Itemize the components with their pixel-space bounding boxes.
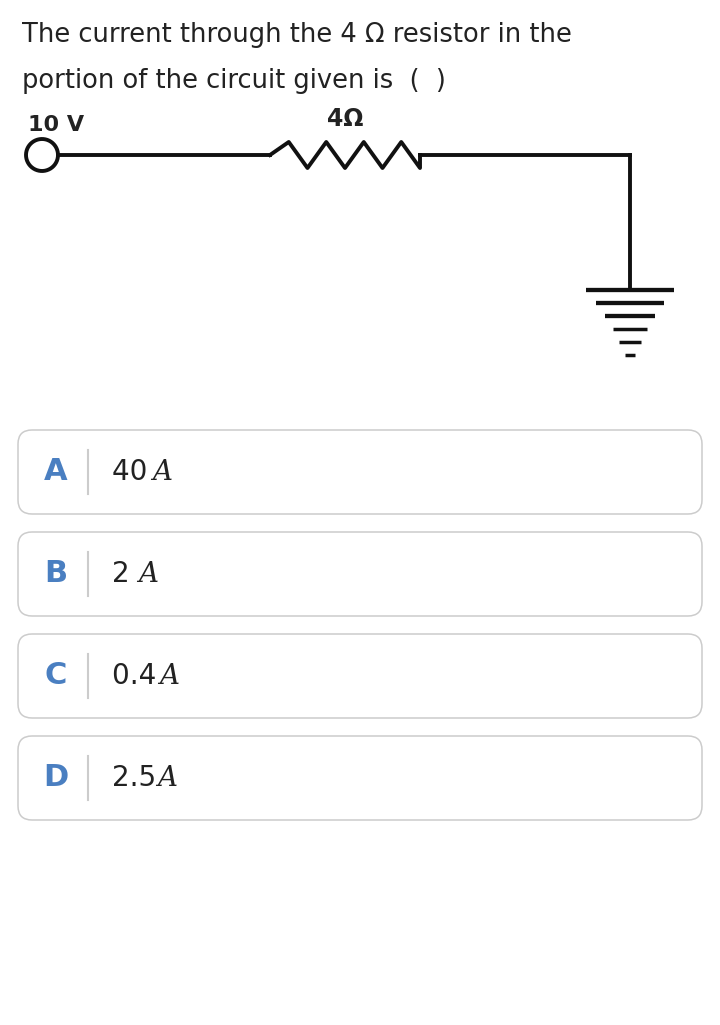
Text: A: A: [44, 457, 68, 487]
Text: 4Ω: 4Ω: [327, 107, 363, 131]
Text: 2.5: 2.5: [112, 764, 161, 792]
Text: A: A: [159, 662, 179, 690]
FancyBboxPatch shape: [18, 634, 702, 718]
Text: A: A: [152, 458, 172, 486]
FancyBboxPatch shape: [18, 532, 702, 616]
FancyBboxPatch shape: [18, 430, 702, 514]
Text: C: C: [45, 661, 67, 691]
Text: A: A: [138, 561, 158, 587]
Text: 10 V: 10 V: [28, 115, 84, 135]
FancyBboxPatch shape: [18, 736, 702, 820]
Text: D: D: [43, 764, 68, 792]
Text: 40: 40: [112, 458, 153, 486]
Text: portion of the circuit given is  (  ): portion of the circuit given is ( ): [22, 68, 446, 94]
Text: A: A: [157, 765, 177, 791]
Text: 2: 2: [112, 560, 135, 588]
Text: B: B: [45, 560, 68, 588]
Text: The current through the 4 Ω resistor in the: The current through the 4 Ω resistor in …: [22, 22, 572, 48]
Text: 0.4: 0.4: [112, 662, 162, 690]
